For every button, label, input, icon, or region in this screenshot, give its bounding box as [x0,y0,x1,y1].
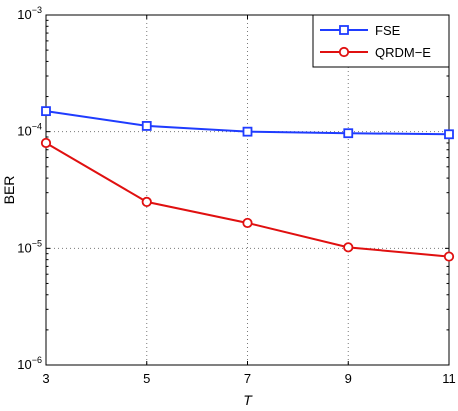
legend-marker-square [339,25,349,35]
y-tick-label: 10−4 [17,122,42,139]
legend-marker-circle [338,46,350,58]
x-tick-label: 7 [244,371,251,386]
data-point-circle [141,196,152,208]
x-tick-label: 11 [442,371,456,386]
data-point-square [141,121,152,131]
x-tick-label: 3 [42,371,49,386]
data-point-square [444,129,454,140]
y-tick-label: 10−5 [17,238,42,255]
legend-label: FSE [375,23,401,38]
legend-box [312,14,450,68]
x-tick-label: 5 [143,371,150,386]
y-axis-label: BER [1,176,17,205]
data-point-circle [443,251,455,262]
data-point-circle [343,242,354,253]
data-point-circle [242,217,253,229]
legend: FSE QRDM−E [312,14,450,68]
data-point-square [343,128,354,139]
series-layer [40,106,455,262]
data-point-circle [40,137,52,149]
x-tick-label: 9 [345,371,352,386]
legend-label: QRDM−E [375,45,431,60]
y-tick-label: 10−3 [17,5,42,22]
x-axis-label: T [243,392,253,408]
data-point-square [41,106,51,117]
data-point-square [242,126,253,137]
y-tick-label: 10−6 [17,355,42,372]
